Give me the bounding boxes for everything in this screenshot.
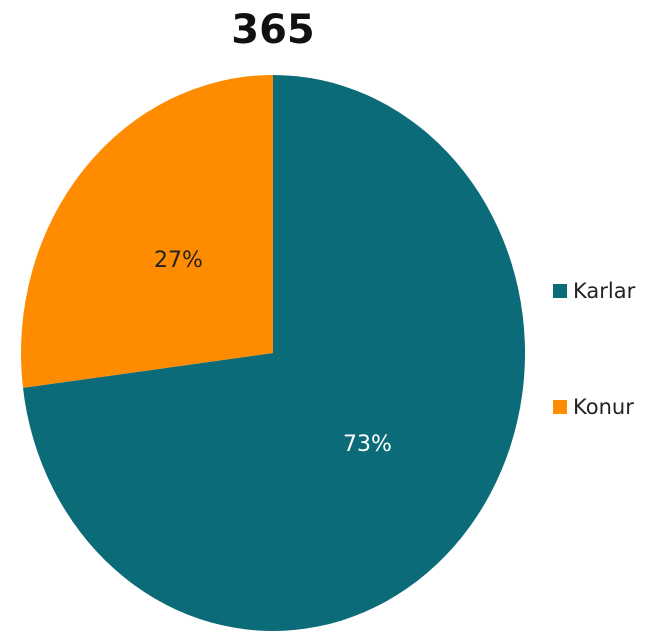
data-label: 27% [154,248,203,273]
data-label: 73% [343,432,392,457]
legend-swatch [553,400,567,414]
legend-swatch [553,284,567,298]
legend-label: Konur [573,395,634,419]
pie-slice [22,75,526,631]
legend-label: Karlar [573,279,636,303]
chart-title: 365 [231,7,315,53]
pie-slice [20,75,273,388]
